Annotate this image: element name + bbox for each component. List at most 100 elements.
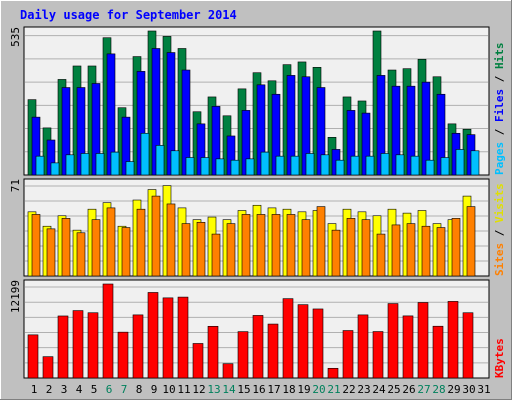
- bar-pages-day-21: [335, 159, 345, 176]
- bar-kbytes-day-5: [87, 312, 99, 379]
- bar-kbytes-day-26: [402, 315, 414, 379]
- bar-pages-day-14: [230, 159, 240, 176]
- panel-visits-sites: 71 Sites / Visits: [9, 178, 506, 277]
- bar-kbytes-day-21: [327, 367, 339, 379]
- legend-kbytes: KBytes: [493, 338, 506, 378]
- bar-kbytes-day-27: [417, 302, 429, 379]
- x-tick-label: 10: [162, 383, 175, 396]
- bar-sites-day-3: [61, 218, 71, 277]
- x-tick-label: 25: [387, 383, 400, 396]
- x-tick-label: 19: [297, 383, 310, 396]
- bar-sites-day-22: [346, 218, 356, 277]
- x-tick-label: 22: [342, 383, 355, 396]
- bar-kbytes-day-2: [42, 356, 54, 379]
- bar-sites-day-28: [436, 227, 446, 277]
- bar-pages-day-30: [470, 150, 480, 176]
- x-tick-label: 12: [192, 383, 205, 396]
- x-tick-label: 26: [402, 383, 415, 396]
- bar-kbytes-day-8: [132, 314, 144, 379]
- bar-sites-day-16: [256, 214, 266, 277]
- bar-kbytes-day-20: [312, 308, 324, 379]
- x-tick-label: 30: [462, 383, 475, 396]
- bar-kbytes-day-10: [162, 297, 174, 379]
- bar-sites-day-17: [271, 214, 281, 277]
- bar-sites-day-13: [211, 233, 221, 277]
- bar-pages-day-25: [395, 154, 405, 176]
- legend-sites: Sites: [493, 243, 506, 276]
- bar-sites-day-9: [151, 195, 161, 277]
- bar-sites-day-11: [181, 223, 191, 277]
- bar-sites-day-12: [196, 221, 206, 277]
- bar-kbytes-day-28: [432, 325, 444, 379]
- legend-files: Files: [493, 89, 506, 122]
- bar-pages-day-27: [425, 159, 435, 176]
- legend-hits: Hits: [493, 43, 506, 70]
- bar-sites-day-29: [451, 218, 461, 277]
- bar-kbytes-day-9: [147, 292, 159, 379]
- panel-kbytes: 12199 KBytes: [9, 279, 506, 379]
- bar-pages-day-17: [275, 155, 285, 176]
- chart-title: Daily usage for September 2014: [20, 8, 237, 22]
- panel-3-ymax-label: 12199: [9, 280, 22, 313]
- x-tick-label: 11: [177, 383, 190, 396]
- x-tick-label: 18: [282, 383, 295, 396]
- bar-kbytes-day-6: [102, 283, 114, 379]
- x-tick-label: 23: [357, 383, 370, 396]
- bar-pages-day-13: [215, 158, 225, 176]
- bar-pages-day-3: [65, 154, 75, 176]
- bar-sites-day-18: [286, 214, 296, 277]
- bar-pages-day-8: [140, 132, 150, 176]
- bar-kbytes-day-1: [27, 334, 39, 379]
- bar-sites-day-7: [121, 227, 131, 277]
- bar-pages-day-15: [245, 158, 255, 176]
- bar-kbytes-day-29: [447, 301, 459, 379]
- bar-sites-day-5: [91, 219, 101, 277]
- bar-sites-day-26: [406, 223, 416, 277]
- bar-pages-day-29: [455, 149, 465, 176]
- bar-pages-day-7: [125, 161, 135, 176]
- x-tick-label: 9: [151, 383, 158, 396]
- x-tick-label: 14: [222, 383, 236, 396]
- x-tick-label: 20: [312, 383, 325, 396]
- bar-pages-day-5: [95, 153, 105, 176]
- x-tick-label: 31: [477, 383, 490, 396]
- bar-sites-day-6: [106, 207, 116, 277]
- bar-pages-day-18: [290, 155, 300, 176]
- x-tick-label: 15: [237, 383, 250, 396]
- x-tick-label: 16: [252, 383, 265, 396]
- x-tick-label: 27: [417, 383, 430, 396]
- panel-1-legend: Pages / Files / Hits: [493, 43, 506, 176]
- bar-kbytes-day-12: [192, 343, 204, 379]
- x-tick-label: 17: [267, 383, 280, 396]
- bar-sites-day-14: [226, 223, 236, 277]
- bar-pages-day-9: [155, 145, 165, 176]
- panel-2-ymax-label: 71: [9, 179, 22, 192]
- bar-pages-day-6: [110, 151, 120, 176]
- bar-sites-day-19: [301, 219, 311, 277]
- x-tick-label: 24: [372, 383, 386, 396]
- bar-kbytes-day-25: [387, 303, 399, 379]
- panel-2-legend: Sites / Visits: [493, 183, 506, 276]
- bar-sites-day-8: [136, 208, 146, 277]
- x-tick-label: 8: [136, 383, 143, 396]
- bar-kbytes-day-11: [177, 296, 189, 379]
- legend-pages: Pages: [493, 142, 506, 175]
- bar-pages-day-26: [410, 155, 420, 176]
- bar-sites-day-25: [391, 224, 401, 277]
- bar-kbytes-day-23: [357, 314, 369, 379]
- bar-pages-day-10: [170, 150, 180, 176]
- x-tick-label: 3: [61, 383, 68, 396]
- bar-sites-day-23: [361, 219, 371, 277]
- bar-kbytes-day-17: [267, 323, 279, 379]
- bar-pages-day-2: [50, 162, 60, 176]
- x-axis-day-labels: 1 2 3 4 5 6 7 8 9 10 11 12 13 14 15 16 17 18 19 20 21 22 23 24 2…: [31, 383, 491, 396]
- x-tick-label: 1: [31, 383, 38, 396]
- bar-sites-day-4: [76, 232, 86, 277]
- panel-pages-files-hits: 535 Pages / Files / Hits: [9, 26, 506, 176]
- bar-kbytes-day-13: [207, 325, 219, 379]
- bar-sites-day-21: [331, 229, 341, 277]
- legend-visits: Visits: [493, 183, 506, 223]
- bar-sites-day-15: [241, 214, 251, 277]
- x-tick-label: 13: [207, 383, 220, 396]
